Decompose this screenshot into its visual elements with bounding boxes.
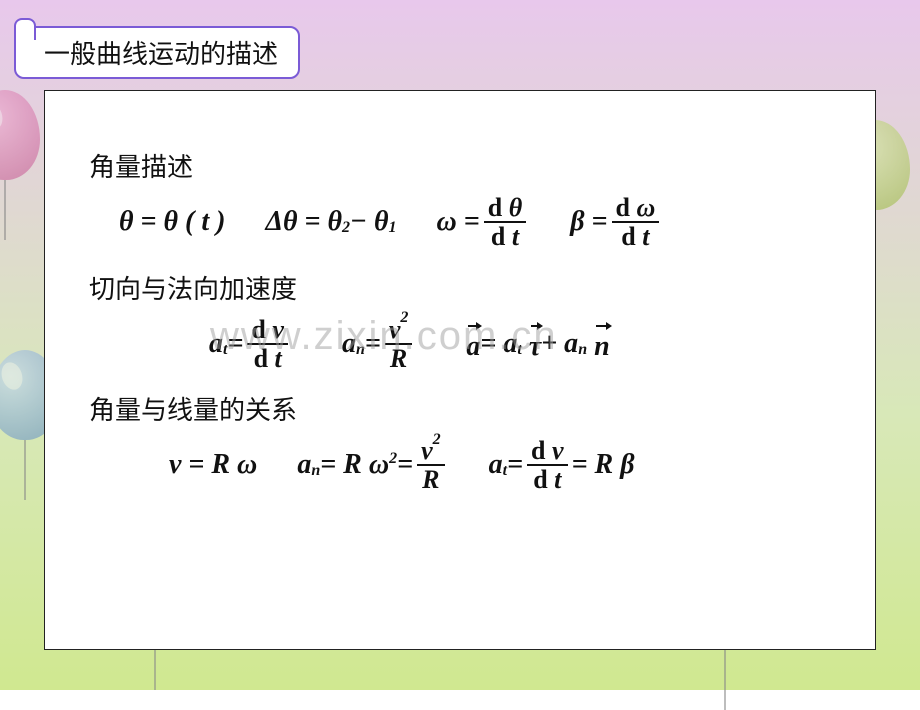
- eq-subscript: t: [517, 341, 521, 359]
- eq-text: R: [386, 345, 411, 372]
- eq-text: =: [507, 449, 523, 481]
- eq-text: a: [342, 328, 356, 360]
- content-panel: 角量描述 θ = θ ( t ) Δθ = θ2 − θ1 ω = d θ d …: [44, 90, 876, 650]
- eq-text: a: [489, 449, 503, 481]
- eq-text: ω: [636, 193, 655, 222]
- eq-text: = R ω: [320, 449, 389, 481]
- eq-at-dvdt-rbeta: at = d v d t = R β: [489, 437, 635, 494]
- eq-text: t: [275, 344, 282, 373]
- eq-beta: β = d ω d t: [570, 194, 663, 251]
- fraction: v2 R: [385, 316, 413, 373]
- vector-n: n: [594, 325, 610, 363]
- eq-text: a: [209, 328, 223, 360]
- eq-superscript: 2: [433, 431, 441, 448]
- eq-text: Δθ = θ: [265, 206, 342, 238]
- page-title: 一般曲线运动的描述: [44, 40, 278, 69]
- eq-omega: ω = d θ d t: [437, 194, 531, 251]
- eq-subscript: t: [223, 341, 227, 359]
- fraction: v2 R: [417, 437, 445, 494]
- vector-tau: τ: [529, 325, 541, 363]
- title-banner: 一般曲线运动的描述: [14, 26, 300, 79]
- vector-a: a: [466, 325, 480, 363]
- eq-subscript: 1: [389, 219, 397, 237]
- eq-superscript: 2: [400, 309, 408, 326]
- eq-text: v: [272, 315, 284, 344]
- eq-a-normal: an = v2 R: [342, 316, 416, 373]
- fraction: d θ d t: [484, 194, 526, 251]
- eq-text: τ: [529, 331, 541, 362]
- eq-text: θ: [509, 193, 523, 222]
- eq-subscript: 2: [342, 219, 350, 237]
- eq-text: =: [227, 328, 243, 360]
- eq-subscript: n: [311, 462, 320, 480]
- fraction: d ω d t: [612, 194, 660, 251]
- eq-subscript: n: [578, 341, 587, 359]
- eq-text: t: [512, 222, 519, 251]
- eq-text: n: [594, 331, 610, 362]
- eq-text: = R β: [572, 449, 635, 481]
- section-label-angular: 角量描述: [89, 147, 845, 184]
- fraction: d v d t: [527, 437, 568, 494]
- eq-a-vector: a = at τ + an n: [466, 325, 609, 363]
- eq-text: β =: [570, 206, 607, 238]
- equation-row-tangential: at = d v d t an = v2 R a = at τ + an n: [209, 316, 845, 373]
- eq-v-r-omega: v = R ω: [169, 449, 257, 481]
- eq-delta-theta: Δθ = θ2 − θ1: [265, 206, 396, 238]
- eq-text: ω =: [437, 206, 480, 238]
- eq-text: + a: [541, 328, 578, 360]
- eq-text: v: [552, 436, 564, 465]
- eq-superscript: 2: [389, 450, 397, 468]
- eq-text: =: [365, 328, 381, 360]
- eq-text: t: [642, 222, 649, 251]
- section-label-tangential: 切向与法向加速度: [89, 269, 845, 306]
- section-label-relation: 角量与线量的关系: [89, 390, 845, 427]
- balloon-decoration: [0, 90, 40, 240]
- equation-row-angular: θ = θ ( t ) Δθ = θ2 − θ1 ω = d θ d t β =…: [119, 194, 845, 251]
- eq-subscript: n: [356, 341, 365, 359]
- eq-an-r-omega2: an = R ω2 = v2 R: [297, 437, 448, 494]
- fraction: d v d t: [247, 316, 288, 373]
- eq-text: v: [421, 436, 433, 465]
- eq-subscript: t: [503, 462, 507, 480]
- equation-row-relation: v = R ω an = R ω2 = v2 R at = d v d t = …: [169, 437, 845, 494]
- eq-text: t: [554, 465, 561, 494]
- eq-text: − θ: [350, 206, 389, 238]
- eq-text: a: [466, 331, 480, 362]
- eq-text: R: [418, 466, 443, 493]
- eq-a-tangential: at = d v d t: [209, 316, 292, 373]
- eq-text: =: [397, 449, 413, 481]
- eq-theta-of-t: θ = θ ( t ): [119, 206, 225, 238]
- eq-text: a: [297, 449, 311, 481]
- eq-text: v: [389, 315, 401, 344]
- eq-text: = a: [480, 328, 517, 360]
